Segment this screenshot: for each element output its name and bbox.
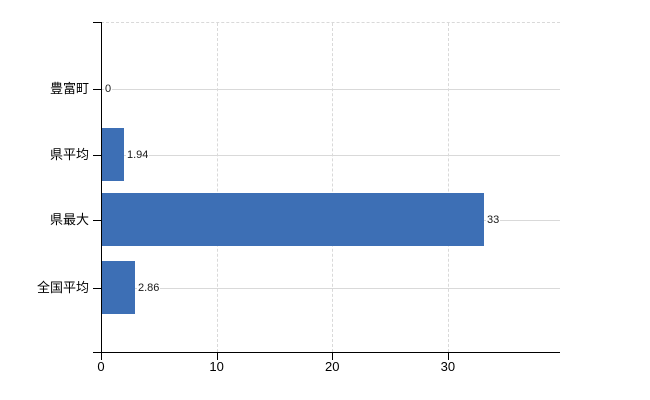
category-label: 県平均 (49, 147, 89, 162)
category-gridline (102, 89, 560, 90)
x-tick-label: 0 (97, 359, 105, 374)
bar (102, 261, 135, 314)
x-gridline (332, 23, 334, 352)
value-label: 2.86 (137, 281, 161, 295)
y-tick (93, 155, 101, 156)
x-gridline (216, 23, 218, 352)
category-label: 県最大 (49, 212, 89, 227)
x-tick (332, 352, 334, 360)
x-tick-label: 30 (440, 359, 456, 374)
category-gridline (102, 288, 560, 289)
x-tick-label: 20 (324, 359, 340, 374)
plot-top-border (101, 22, 560, 23)
x-axis (93, 352, 560, 353)
bar (102, 193, 484, 246)
category-label: 豊富町 (49, 81, 89, 96)
x-tick-label: 10 (209, 359, 224, 374)
category-gridline (102, 155, 560, 156)
y-tick (93, 89, 101, 90)
bar (102, 128, 124, 181)
y-axis-top-tick (93, 22, 101, 23)
y-axis (101, 22, 102, 353)
category-label: 全国平均 (36, 280, 89, 295)
y-tick (93, 220, 101, 221)
x-tick (101, 352, 102, 360)
value-label: 0 (104, 82, 113, 96)
y-tick (93, 288, 101, 289)
x-gridline (447, 23, 449, 352)
x-tick (447, 352, 449, 360)
value-label: 1.94 (126, 148, 150, 162)
x-tick (216, 352, 218, 360)
value-label: 33 (486, 213, 501, 227)
